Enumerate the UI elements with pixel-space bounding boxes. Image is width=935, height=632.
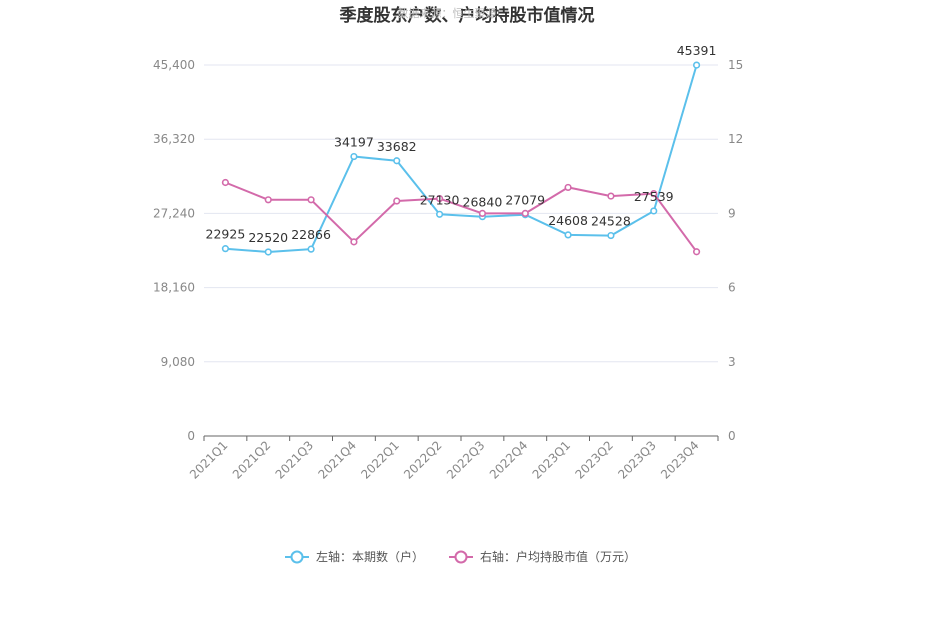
legend-item-left[interactable]: 左轴：本期数（户）: [285, 549, 424, 564]
data-point[interactable]: [350, 238, 358, 246]
legend-marker-left: [290, 550, 304, 564]
x-tick-label: 2023Q1: [530, 438, 574, 482]
right-tick-label: 3: [728, 355, 736, 369]
x-tick-label: 2021Q4: [315, 438, 359, 482]
data-point[interactable]: [692, 248, 701, 256]
data-label: 22866: [291, 227, 331, 242]
data-point[interactable]: [564, 183, 572, 192]
data-label: 27539: [634, 189, 674, 204]
data-point[interactable]: [393, 157, 401, 165]
series-layer: [221, 61, 701, 256]
left-tick-label: 45,400: [153, 58, 195, 72]
data-point[interactable]: [393, 197, 401, 205]
x-tick-label: 2023Q4: [658, 438, 702, 482]
data-point[interactable]: [221, 178, 230, 187]
data-point[interactable]: [650, 190, 658, 198]
data-label: 45391: [677, 43, 717, 58]
x-tick-label: 2022Q3: [444, 438, 488, 482]
legend[interactable]: 左轴：本期数（户） 右轴：户均持股市值（万元）: [285, 549, 636, 564]
data-point[interactable]: [521, 209, 529, 217]
x-tick-label: 2023Q3: [615, 438, 659, 482]
data-label: 34197: [334, 135, 374, 150]
data-point[interactable]: [478, 209, 487, 217]
data-point[interactable]: [307, 245, 315, 253]
legend-label-left: 左轴：本期数（户）: [316, 549, 424, 564]
data-point[interactable]: [650, 207, 658, 215]
left-tick-label: 9,080: [161, 355, 195, 369]
left-tick-label: 27,240: [153, 206, 195, 220]
x-tick-label: 2022Q4: [487, 438, 531, 482]
data-point[interactable]: [607, 192, 615, 200]
x-tick-label: 2021Q3: [273, 438, 317, 482]
x-tick-label: 2022Q1: [358, 438, 402, 482]
data-point[interactable]: [307, 196, 315, 204]
legend-item-right[interactable]: 右轴：户均持股市值（万元）: [449, 549, 636, 564]
data-point[interactable]: [264, 196, 272, 204]
right-tick-label: 15: [728, 58, 743, 72]
right-tick-label: 6: [728, 281, 736, 295]
data-point[interactable]: [564, 231, 572, 239]
left-tick-label: 0: [187, 429, 195, 443]
legend-marker-right: [454, 550, 468, 564]
series-line-left: [225, 64, 698, 253]
left-tick-label: 18,160: [153, 281, 195, 295]
grid: [204, 64, 718, 363]
x-tick-label: 2021Q2: [230, 438, 274, 482]
x-tick-label: 2022Q2: [401, 438, 445, 482]
x-tick-label: 2021Q1: [187, 438, 231, 482]
data-point[interactable]: [435, 194, 444, 203]
axes: 0 9,080 18,160 27,240 36,320 45,400 0 3 6 9 12 15 20…: [153, 58, 743, 482]
chart-title: 季度股东户数、户均持股市值情况: [340, 5, 595, 26]
series-line-right: [225, 181, 698, 253]
data-point[interactable]: [435, 210, 444, 218]
x-tick-label: 2023Q2: [572, 438, 616, 482]
data-label: 33682: [377, 139, 417, 154]
data-point[interactable]: [692, 61, 701, 69]
data-label: 22925: [206, 227, 246, 242]
data-point[interactable]: [350, 152, 358, 161]
data-label: 27079: [505, 193, 545, 208]
data-label: 22520: [248, 230, 288, 245]
right-tick-label: 9: [728, 206, 736, 220]
data-point[interactable]: [221, 245, 230, 253]
data-point[interactable]: [607, 231, 615, 240]
data-labels: 22925 22520 22866 34197 33682 27130 26840 27079…: [206, 43, 717, 245]
right-tick-label: 12: [728, 132, 743, 146]
legend-label-right: 右轴：户均持股市值（万元）: [480, 549, 636, 564]
watermark: 数据来源：恒生聚源: [398, 6, 497, 20]
data-label: 27130: [420, 192, 460, 207]
left-tick-label: 36,320: [153, 132, 195, 146]
right-tick-label: 0: [728, 429, 736, 443]
data-label: 24608: [548, 213, 588, 228]
data-label: 24528: [591, 214, 631, 229]
data-point[interactable]: [264, 248, 272, 256]
data-label: 26840: [463, 195, 503, 210]
